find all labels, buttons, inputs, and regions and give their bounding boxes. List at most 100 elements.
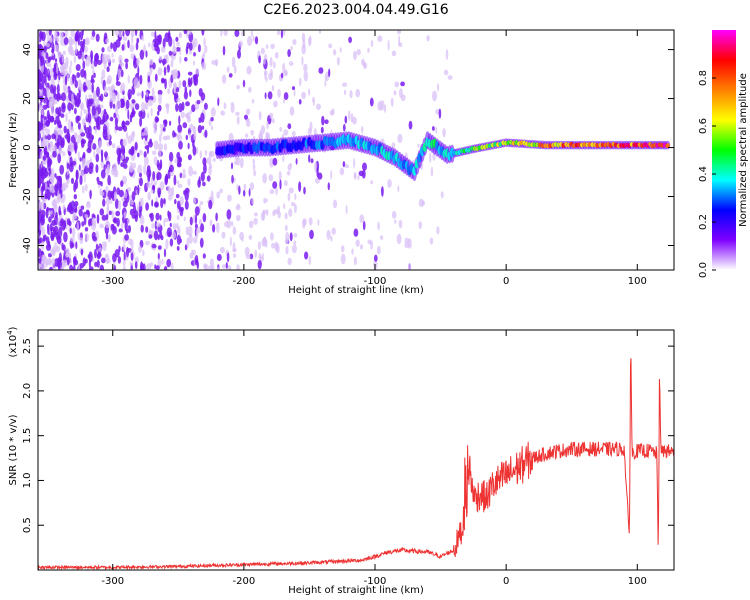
noise-speckle — [298, 181, 302, 193]
noise-speckle — [209, 150, 215, 158]
noise-speckle — [79, 40, 85, 48]
noise-speckle — [273, 61, 276, 69]
noise-speckle — [97, 180, 102, 185]
noise-speckle — [118, 36, 121, 42]
noise-speckle — [105, 220, 110, 229]
noise-speckle — [39, 163, 42, 174]
noise-speckle — [38, 71, 41, 79]
noise-speckle — [184, 57, 188, 62]
noise-speckle — [80, 102, 85, 111]
noise-speckle — [151, 199, 154, 207]
noise-speckle — [206, 157, 212, 165]
noise-speckle — [202, 253, 206, 259]
noise-speckle — [252, 163, 256, 171]
noise-speckle — [398, 219, 403, 229]
noise-speckle — [39, 201, 45, 211]
noise-speckle — [49, 223, 53, 232]
x-tick-label: -200 — [233, 576, 256, 587]
noise-speckle — [46, 97, 49, 108]
noise-speckle — [175, 87, 180, 93]
noise-speckle — [309, 229, 314, 240]
noise-speckle — [65, 247, 70, 256]
noise-speckle — [150, 31, 155, 37]
noise-speckle — [355, 239, 360, 247]
noise-speckle — [39, 77, 43, 82]
noise-speckle — [130, 30, 135, 38]
noise-speckle — [40, 150, 43, 160]
noise-speckle — [81, 221, 85, 227]
noise-speckle — [362, 162, 367, 171]
noise-speckle — [146, 181, 151, 189]
noise-speckle — [149, 262, 154, 267]
noise-speckle — [436, 226, 440, 235]
noise-speckle — [114, 198, 119, 210]
noise-speckle — [101, 69, 106, 80]
noise-speckle — [45, 128, 50, 136]
noise-speckle — [48, 30, 52, 36]
noise-speckle — [370, 180, 373, 185]
noise-speckle — [155, 212, 160, 221]
noise-speckle — [172, 46, 177, 55]
noise-speckle — [171, 231, 176, 240]
noise-speckle — [57, 217, 60, 228]
noise-speckle — [327, 182, 330, 191]
noise-speckle — [279, 126, 283, 132]
noise-speckle — [156, 172, 162, 180]
noise-speckle — [176, 97, 181, 103]
noise-speckle — [217, 97, 220, 106]
noise-speckle — [69, 227, 72, 235]
noise-speckle — [50, 97, 56, 106]
noise-speckle — [42, 182, 46, 191]
noise-speckle — [81, 118, 86, 126]
noise-speckle — [169, 120, 172, 126]
noise-speckle — [193, 52, 196, 57]
noise-speckle — [151, 243, 157, 249]
noise-speckle — [127, 39, 130, 49]
noise-speckle — [142, 249, 145, 257]
noise-speckle — [287, 49, 291, 58]
noise-speckle — [308, 88, 311, 96]
noise-speckle — [105, 38, 110, 44]
x-tick-label: -200 — [233, 276, 256, 287]
noise-speckle — [151, 87, 155, 98]
noise-speckle — [393, 90, 397, 96]
noise-speckle — [289, 162, 292, 168]
noise-speckle — [377, 101, 383, 111]
noise-speckle — [254, 212, 258, 217]
noise-speckle — [67, 102, 72, 112]
spectrogram-ridge — [215, 131, 671, 181]
noise-speckle — [95, 119, 100, 129]
noise-speckle — [196, 100, 201, 105]
noise-speckle — [46, 91, 51, 99]
noise-speckle — [353, 158, 356, 169]
noise-speckle — [100, 169, 106, 179]
noise-speckle — [124, 58, 129, 63]
noise-speckle — [92, 143, 97, 150]
noise-speckle — [232, 253, 237, 258]
noise-speckle — [116, 217, 120, 227]
noise-speckle — [262, 173, 267, 184]
noise-speckle — [221, 264, 227, 269]
noise-speckle — [169, 170, 174, 177]
noise-speckle — [168, 151, 174, 162]
noise-speckle — [95, 33, 100, 43]
noise-speckle — [429, 237, 434, 245]
noise-speckle — [183, 30, 188, 35]
noise-speckle — [168, 211, 172, 222]
noise-speckle — [131, 191, 136, 202]
noise-speckle — [60, 218, 64, 224]
noise-speckle — [38, 81, 41, 91]
noise-speckle — [66, 132, 71, 143]
noise-speckle — [404, 237, 410, 244]
noise-speckle — [109, 99, 113, 109]
noise-speckle — [167, 169, 171, 180]
noise-speckle — [163, 248, 167, 258]
noise-speckle — [125, 120, 130, 126]
noise-speckle — [176, 246, 180, 251]
noise-speckle — [282, 30, 286, 37]
noise-speckle — [70, 30, 76, 38]
noise-speckle — [38, 249, 41, 257]
noise-speckle — [447, 75, 453, 80]
noise-speckle — [250, 129, 254, 136]
